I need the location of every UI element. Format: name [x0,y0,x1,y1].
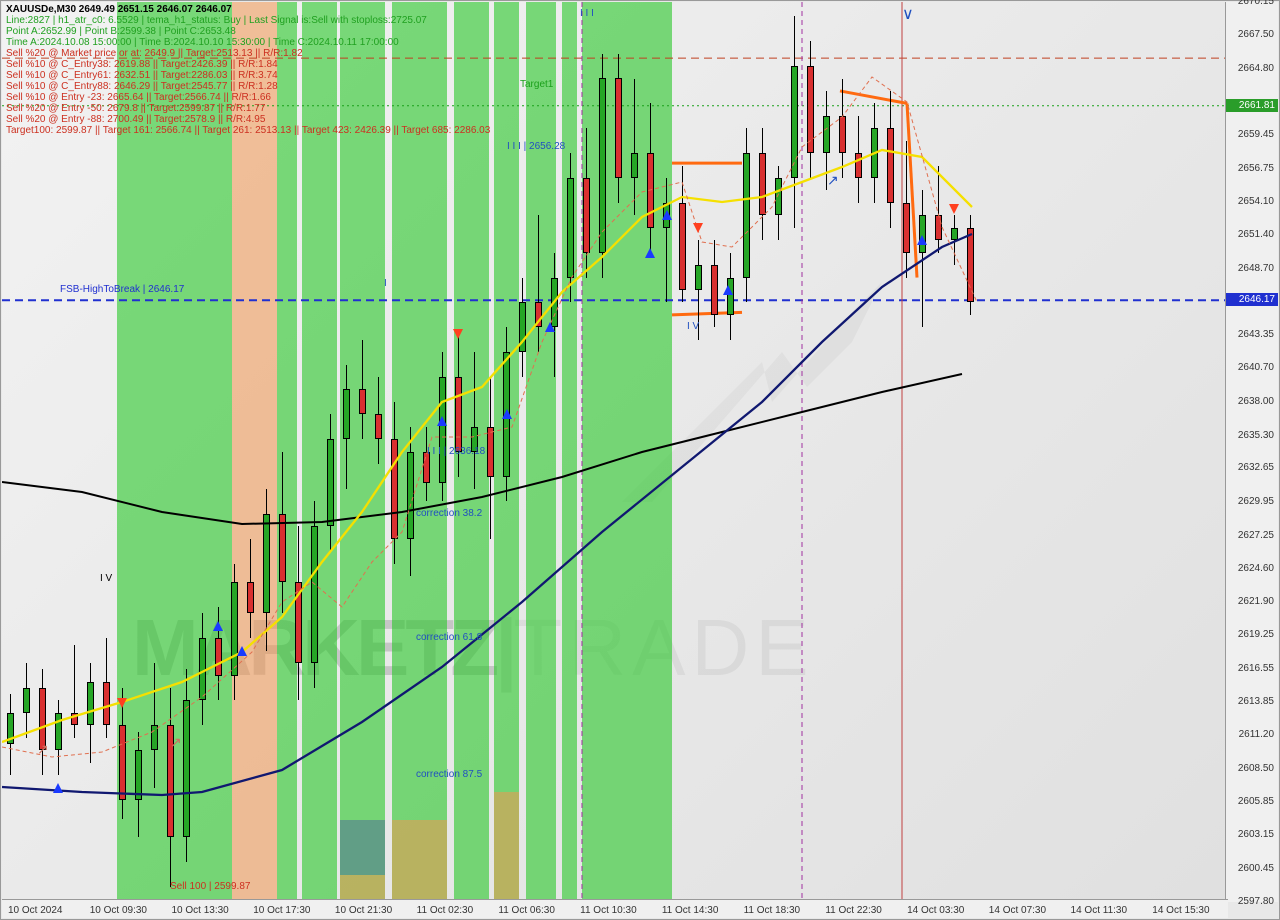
chart-label: I I I [580,8,594,19]
x-tick: 11 Oct 10:30 [580,905,637,916]
x-tick: 10 Oct 13:30 [171,905,228,916]
y-tick: 2640.70 [1238,362,1274,373]
y-tick: 2629.95 [1238,496,1274,507]
x-tick: 11 Oct 18:30 [744,905,801,916]
x-tick: 10 Oct 17:30 [253,905,310,916]
y-axis: 2670.15 2667.50 2664.80 2661.81 2659.45 2656.… [1225,2,1278,902]
y-tick: 2648.70 [1238,263,1274,274]
ma-yellow [2,150,972,742]
y-tick: 2638.00 [1238,396,1274,407]
y-tick: 2627.25 [1238,530,1274,541]
chart-label: I I I | 2656.28 [507,141,565,152]
y-tick: 2619.25 [1238,629,1274,640]
y-tick: 2659.45 [1238,129,1274,140]
chart-label: Target1 [520,79,553,90]
signal-arrow [437,416,447,426]
chart-label: I V [687,321,699,332]
y-tick: 2643.35 [1238,329,1274,340]
info-line: Target100: 2599.87 || Target 161: 2566.7… [6,125,490,136]
chart-label: FSB-HighToBreak | 2646.17 [60,284,184,295]
chart-label: ↗ [37,741,49,758]
y-tick: 2667.50 [1238,29,1274,40]
info-line: Sell %10 @ C_Entry61: 2632.51 || Target:… [6,70,490,81]
x-tick: 10 Oct 21:30 [335,905,392,916]
y-tick: 2654.10 [1238,196,1274,207]
chart-area[interactable]: MARKETZ|TRADE FSB-HighToBreak | 2646.17T… [2,2,1228,902]
signal-arrow [237,646,247,656]
y-tick: 2651.40 [1238,229,1274,240]
y-tick: 2597.80 [1238,896,1274,907]
y-tick: 2656.75 [1238,163,1274,174]
chart-label: correction 38.2 [416,508,482,519]
chart-label: correction 87.5 [416,769,482,780]
signal-arrow [502,409,512,419]
price-marker: 2661.81 [1226,99,1278,112]
signal-arrow [545,322,555,332]
chart-label: ↗ [827,172,839,189]
info-line: Sell %10 @ C_Entry88: 2646.29 || Target:… [6,81,490,92]
y-tick: 2605.85 [1238,796,1274,807]
chart-label: ↗ [170,734,182,751]
x-tick: 14 Oct 03:30 [907,905,964,916]
signal-arrow [693,223,703,233]
y-tick: 2621.90 [1238,596,1274,607]
y-tick: 2603.15 [1238,829,1274,840]
symbol-header: XAUUSDe,M30 2649.49 2651.15 2646.07 2646… [6,4,490,15]
curves-layer [2,2,1228,902]
signal-arrow [213,621,223,631]
price-marker: 2646.17 [1226,293,1278,306]
signal-arrow [645,248,655,258]
signal-arrow [53,783,63,793]
info-line: Time A:2024.10.08 15:00:00 | Time B:2024… [6,37,490,48]
x-tick: 10 Oct 2024 [8,905,62,916]
chart-label: ∨ [902,4,914,24]
y-tick: 2664.80 [1238,63,1274,74]
info-line: Sell %20 @ Entry -50: 2679.8 || Target:2… [6,103,490,114]
signal-arrow [117,698,127,708]
signal-arrow [662,210,672,220]
y-tick: 2670.15 [1238,0,1274,7]
x-tick: 14 Oct 15:30 [1152,905,1209,916]
x-tick: 11 Oct 02:30 [417,905,474,916]
signal-arrow [917,235,927,245]
signal-arrow [453,329,463,339]
info-line: Line:2827 | h1_atr_c0: 6.5529 | tema_h1_… [6,15,490,26]
chart-label: I V [100,573,112,584]
info-line: Sell %20 @ Entry -88: 2700.49 || Target:… [6,114,490,125]
x-tick: 14 Oct 11:30 [1071,905,1128,916]
y-tick: 2616.55 [1238,663,1274,674]
x-axis: 10 Oct 2024 10 Oct 09:30 10 Oct 13:30 10 Oc… [2,899,1228,918]
info-line: Sell %20 @ Market price or at: 2649.9 ||… [6,48,490,59]
x-tick: 11 Oct 22:30 [825,905,882,916]
y-tick: 2611.20 [1239,729,1274,740]
y-tick: 2600.45 [1238,863,1274,874]
info-line: Sell %10 @ Entry -23: 2665.64 || Target:… [6,92,490,103]
y-tick: 2632.65 [1238,462,1274,473]
chart-label: correction 61.8 [416,632,482,643]
y-tick: 2608.50 [1238,763,1274,774]
x-tick: 14 Oct 07:30 [989,905,1046,916]
info-panel: XAUUSDe,M30 2649.49 2651.15 2646.07 2646… [6,4,490,136]
signal-arrow [949,204,959,214]
chart-window: MARKETZ|TRADE FSB-HighToBreak | 2646.17T… [0,0,1280,920]
info-line: Point A:2652.99 | Point B:2599.38 | Poin… [6,26,490,37]
info-line: Sell %10 @ C_Entry38: 2619.88 || Target:… [6,59,490,70]
chart-label: I [384,278,387,289]
x-tick: 11 Oct 06:30 [498,905,555,916]
ma-navy [2,234,972,795]
y-tick: 2613.85 [1238,696,1274,707]
x-tick: 10 Oct 09:30 [90,905,147,916]
y-tick: 2635.30 [1238,430,1274,441]
chart-label: I I I | 2636.18 [427,446,485,457]
chart-label: Sell 100 | 2599.87 [170,881,250,892]
signal-arrow [723,285,733,295]
x-tick: 11 Oct 14:30 [662,905,719,916]
y-tick: 2624.60 [1238,563,1274,574]
